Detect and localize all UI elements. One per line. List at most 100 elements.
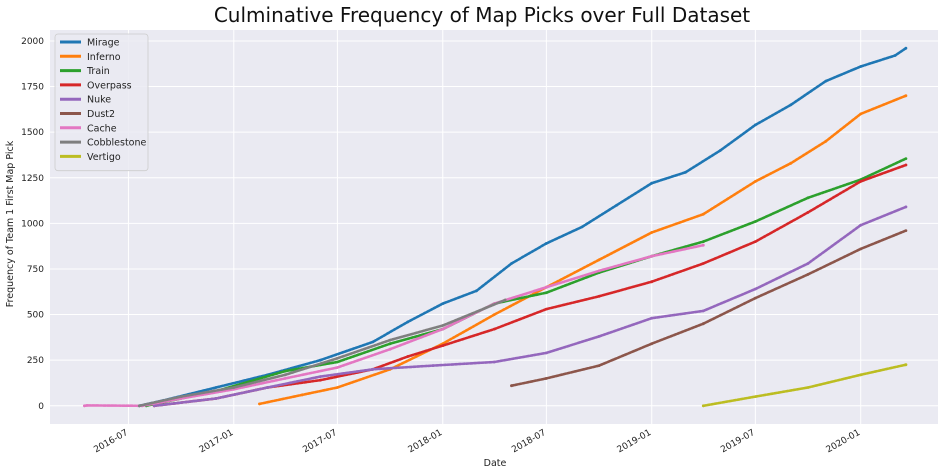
data-point (441, 344, 445, 347)
series-line (138, 46, 908, 408)
x-tick-label: 2020-01 (825, 428, 863, 455)
data-point (859, 112, 863, 116)
data-point (336, 386, 339, 389)
y-axis-label: Frequency of Team 1 First Map Pick (5, 140, 16, 307)
data-point (83, 404, 86, 408)
legend-label: Train (86, 66, 110, 77)
data-point (318, 375, 322, 378)
data-point (806, 386, 810, 389)
data-point (650, 280, 654, 284)
data-point (283, 369, 287, 373)
x-tick-label: 2017-01 (198, 428, 236, 455)
data-point (85, 404, 89, 407)
data-point (371, 367, 375, 371)
data-point (824, 139, 828, 143)
data-point (475, 289, 478, 293)
x-tick-label: 2016-07 (92, 428, 130, 455)
data-point (258, 402, 261, 406)
data-point (754, 296, 757, 300)
y-tick-label: 250 (27, 356, 44, 366)
data-point (904, 363, 908, 367)
series-cobblestone (137, 298, 507, 408)
data-point (904, 94, 908, 98)
data-point (214, 397, 218, 400)
data-point (283, 373, 287, 377)
y-tick-label: 500 (27, 311, 44, 321)
data-point (214, 386, 218, 389)
data-point (388, 347, 392, 351)
y-tick-label: 750 (27, 265, 44, 275)
data-point (301, 393, 304, 397)
data-point (318, 378, 322, 382)
data-point (904, 229, 908, 233)
legend-label: Nuke (87, 95, 111, 106)
data-point (650, 231, 654, 234)
x-tick-label: 2019-01 (616, 428, 654, 455)
data-point (701, 243, 705, 247)
data-point (824, 79, 828, 83)
data-point (754, 123, 757, 127)
y-tick-label: 0 (38, 402, 44, 412)
data-point (859, 223, 863, 227)
data-point (545, 307, 548, 311)
data-point (754, 220, 757, 223)
data-point (754, 180, 757, 183)
legend-label: Dust2 (87, 109, 115, 120)
data-point (615, 203, 619, 207)
series-line (138, 298, 507, 408)
data-point (179, 395, 183, 398)
data-point (859, 247, 863, 251)
legend-label: Cache (87, 123, 117, 134)
data-point (503, 298, 507, 302)
data-point (719, 149, 722, 152)
data-point (232, 386, 236, 389)
x-tick-label: 2019-07 (719, 428, 757, 455)
data-point (701, 262, 705, 265)
data-point (806, 273, 810, 276)
data-point (545, 285, 548, 289)
data-point (580, 225, 584, 229)
data-point (545, 291, 548, 295)
data-point (336, 360, 339, 364)
data-point (859, 65, 863, 68)
data-point (754, 287, 757, 291)
legend-label: Cobblestone (87, 138, 146, 149)
data-point (597, 258, 601, 262)
legend-label: Inferno (87, 52, 121, 63)
data-point (371, 340, 375, 344)
data-point (318, 358, 322, 362)
data-point (406, 355, 410, 358)
data-point (510, 384, 513, 388)
y-tick-label: 1250 (21, 174, 44, 184)
data-point (806, 196, 810, 200)
data-point (806, 211, 810, 214)
data-point (684, 170, 687, 174)
legend-label: Mirage (87, 38, 120, 49)
data-point (859, 180, 863, 183)
data-point (137, 404, 141, 408)
series-dust2 (510, 229, 908, 388)
data-point (859, 373, 863, 377)
data-point (492, 313, 496, 316)
data-point (406, 320, 410, 324)
data-point (336, 366, 339, 369)
data-point (597, 294, 601, 298)
x-tick-label: 2017-07 (301, 428, 339, 455)
data-point (904, 46, 908, 50)
y-tick-label: 1500 (21, 128, 44, 138)
data-point (701, 309, 705, 313)
chart-title: Culminative Frequency of Map Picks over … (214, 3, 750, 27)
data-point (441, 324, 445, 327)
data-point (597, 364, 601, 367)
plot-area (50, 30, 938, 424)
data-point (701, 212, 705, 216)
data-point (754, 240, 757, 244)
data-point (388, 338, 392, 342)
legend-label: Vertigo (87, 152, 121, 163)
data-point (754, 395, 757, 398)
data-point (806, 262, 810, 265)
y-tick-label: 1750 (21, 83, 44, 93)
legend-label: Overpass (87, 80, 132, 91)
